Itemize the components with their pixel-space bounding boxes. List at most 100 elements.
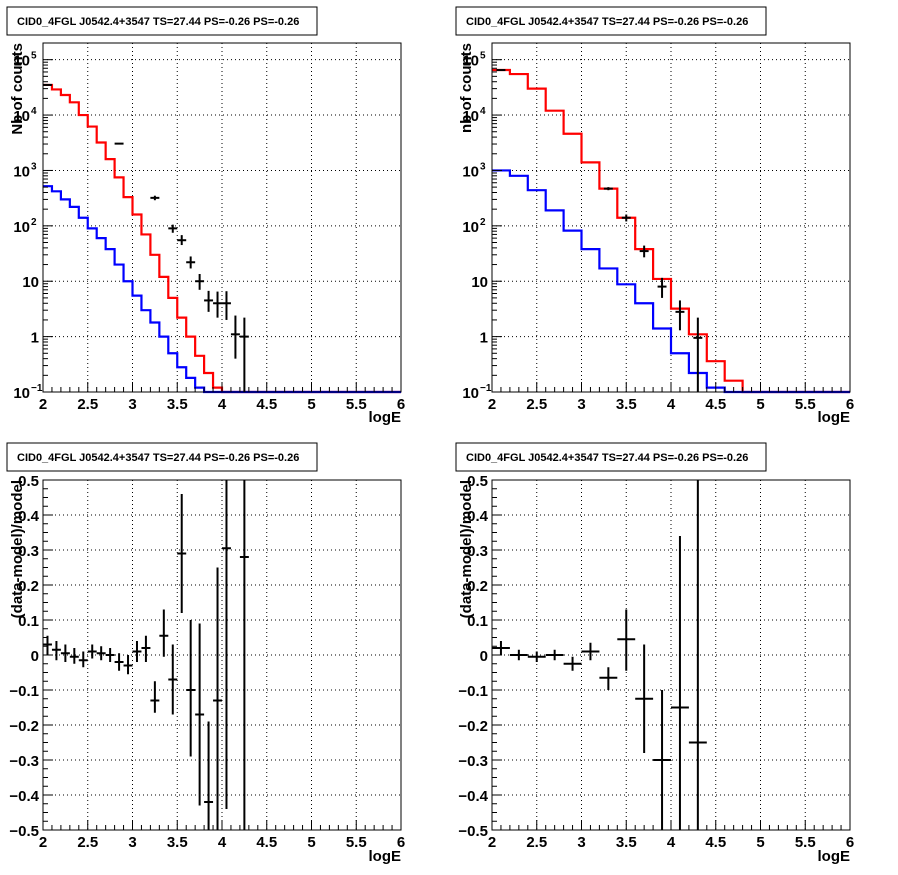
data-point [213,291,222,318]
y-axis-label: (data-model)/model [9,480,26,618]
y-tick-label: 0 [480,648,488,665]
y-tick-exponent: 5 [480,51,486,62]
data-point [222,291,231,320]
data-point [693,317,703,392]
y-tick-label: −0.5 [458,823,488,840]
y-tick-label: 0.4 [18,508,40,525]
y-tick-label: 10 [462,385,479,402]
y-tick-exponent: 2 [31,217,37,228]
y-tick-label: 1 [31,330,39,347]
data-point [87,644,97,659]
plot-title: CID0_4FGL J0542.4+3547 TS=27.44 PS=-0.26… [466,16,748,28]
y-tick-label: 10 [13,163,30,180]
x-tick-label: 4 [218,396,227,413]
y-tick-label: −0.3 [458,753,488,770]
data-point [617,609,636,671]
title-box [455,442,767,472]
y-tick-label: 10 [13,385,30,402]
grid [43,480,401,830]
x-tick-label: 2.5 [77,396,98,413]
y-tick-exponent: −1 [31,383,43,394]
y-tick-label: −0.1 [9,683,39,700]
x-tick-label: 5.5 [795,834,816,851]
y-tick-exponent: 4 [480,106,486,117]
data-points-layer [496,69,703,392]
data-point [177,235,187,246]
x-tick-label: 6 [397,834,405,851]
x-tick-label: 4 [218,834,227,851]
x-tick-label: 5 [307,834,315,851]
y-tick-label: 0.5 [18,473,39,490]
y-tick-label: −0.1 [458,683,488,700]
data-point [114,653,124,671]
data-point [222,480,231,809]
y-tick-exponent: 5 [31,51,37,62]
x-tick-label: 5.5 [346,396,367,413]
data-point [204,290,214,312]
x-axis-label: logE [818,848,851,865]
y-tick-label: −0.2 [458,718,488,735]
data-point [132,641,142,662]
data-point [150,681,160,713]
x-tick-label: 3.5 [167,834,188,851]
data-point [195,623,205,806]
data-point [527,651,546,662]
x-tick-label: 4 [667,834,676,851]
axes: 2 2.5 3 3.5 4 4.5 5 5.5 6 −0.5 −0.4 −0.3 −0.2 −0.1 0 0.… [458,473,854,851]
y-tick-label: 0.3 [18,543,39,560]
x-tick-label: 3 [128,396,136,413]
x-tick-label: 6 [846,834,854,851]
y-tick-label: 0.1 [18,613,39,630]
data-point [492,641,510,655]
x-tick-label: 2.5 [526,396,547,413]
x-tick-label: 2 [39,396,47,413]
data-point [186,256,196,269]
panel-top-left: CID0_4FGL J0542.4+3547 TS=27.44 PS=-0.26… [6,6,405,426]
y-tick-label: −0.3 [9,753,39,770]
data-point [195,274,205,290]
data-point [545,649,564,661]
x-tick-label: 2 [488,834,496,851]
x-tick-label: 2.5 [77,834,98,851]
title-box [6,6,318,36]
data-point [43,635,52,655]
x-tick-label: 6 [397,396,405,413]
histogram-series [43,185,401,394]
data-point [239,480,249,830]
data-point [168,224,178,233]
y-tick-label: 10 [462,53,479,70]
y-tick-label: −0.5 [9,823,39,840]
y-tick-label: 0.1 [467,613,488,630]
y-tick-exponent: 4 [31,106,37,117]
y-tick-exponent: −1 [480,383,492,394]
x-axis-label: logE [369,848,402,865]
data-point [599,667,618,690]
data-point [96,646,106,661]
data-point [159,609,169,657]
y-tick-label: 0.4 [467,508,489,525]
x-tick-label: 3.5 [167,396,188,413]
y-tick-label: 10 [462,219,479,236]
data-point [230,315,240,359]
data-point [639,245,649,258]
plot-title: CID0_4FGL J0542.4+3547 TS=27.44 PS=-0.26… [17,16,299,28]
data-point [603,187,613,191]
data-point [69,648,79,664]
data-points-layer [492,480,707,830]
x-tick-label: 3.5 [616,834,637,851]
axes: 2 2.5 3 3.5 4 4.5 5 5.5 6 −0.5 −0.4 −0.3 −0.2 −0.1 0 0.… [9,473,405,851]
y-tick-label: 0.5 [467,473,488,490]
y-tick-label: 10 [462,163,479,180]
grid [43,43,401,392]
data-point [581,642,600,661]
data-point [51,641,61,661]
data-point [168,644,178,715]
x-tick-label: 3 [577,834,585,851]
data-point [78,651,88,668]
data-point [657,277,667,298]
x-tick-label: 5 [307,396,315,413]
y-tick-label: 10 [13,53,30,70]
data-point [563,656,582,671]
